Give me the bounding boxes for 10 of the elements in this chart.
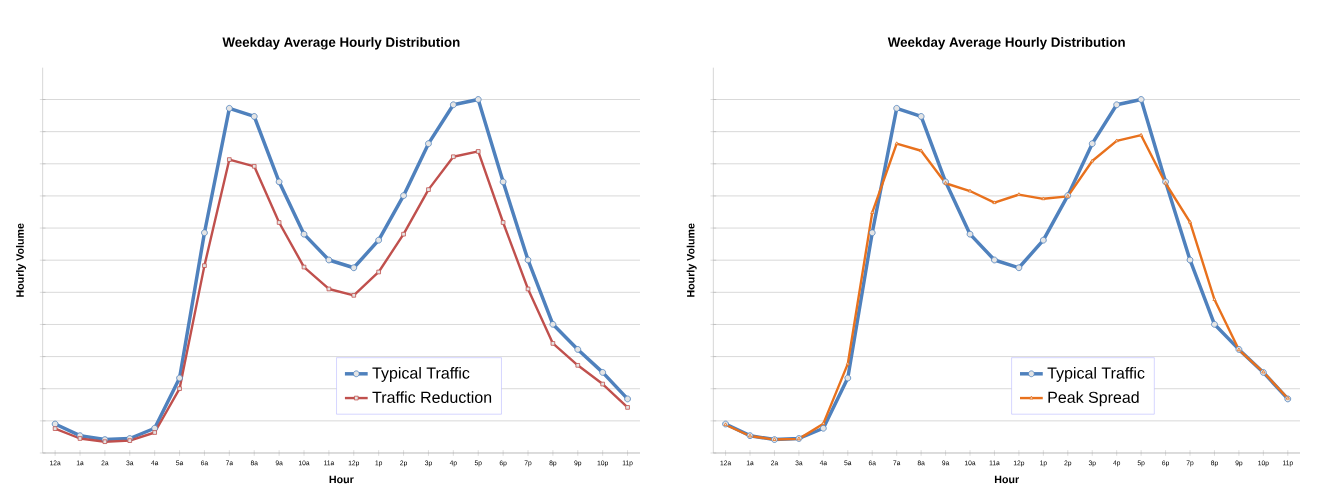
- legend-label: Typical Traffic: [1047, 367, 1145, 382]
- x-axis-title: Hour: [329, 475, 354, 484]
- legend-label: Traffic Reduction: [372, 391, 492, 404]
- y-axis-title: Hourly Volume: [16, 223, 26, 297]
- legend-label: Peak Spread: [1048, 391, 1139, 407]
- x-axis-title: Hour: [994, 475, 1019, 484]
- y-axis-title: Hourly Volume: [686, 223, 697, 297]
- legend-label: Typical Traffic: [372, 367, 470, 382]
- chart-title: Weekday Average Hourly Distribution: [887, 37, 1125, 50]
- chart-title: Weekday Average Hourly Distribution: [222, 37, 460, 50]
